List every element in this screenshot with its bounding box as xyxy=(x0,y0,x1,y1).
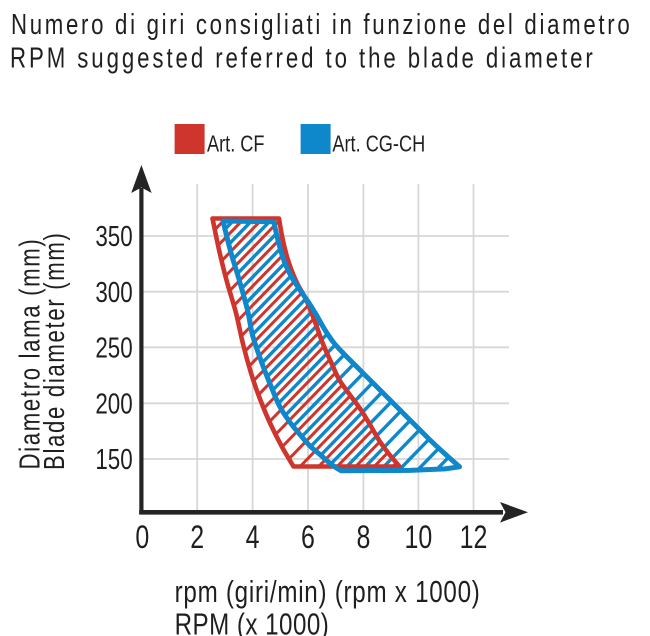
svg-text:350: 350 xyxy=(95,222,132,253)
svg-text:0: 0 xyxy=(135,520,149,556)
svg-text:4: 4 xyxy=(246,520,260,556)
svg-text:Art. CG-CH: Art. CG-CH xyxy=(332,131,425,157)
svg-text:12: 12 xyxy=(460,520,488,556)
svg-text:8: 8 xyxy=(356,520,370,556)
svg-text:2: 2 xyxy=(190,520,204,556)
svg-text:rpm (giri/min) (rpm x 1000): rpm (giri/min) (rpm x 1000) xyxy=(175,574,481,609)
svg-text:10: 10 xyxy=(405,520,433,556)
svg-text:300: 300 xyxy=(95,277,132,308)
svg-text:250: 250 xyxy=(95,333,132,364)
svg-text:Blade diameter (mm): Blade diameter (mm) xyxy=(39,231,70,470)
svg-text:RPM suggested referred to the: RPM suggested referred to the blade diam… xyxy=(10,43,596,74)
svg-text:Art. CF: Art. CF xyxy=(207,131,265,157)
svg-text:RPM (x 1000): RPM (x 1000) xyxy=(175,607,330,636)
svg-text:200: 200 xyxy=(95,389,132,420)
svg-text:Diametro lama (mm): Diametro lama (mm) xyxy=(15,238,46,470)
svg-text:Numero di giri consigliati in: Numero di giri consigliati in funzione d… xyxy=(11,9,632,40)
svg-text:150: 150 xyxy=(95,445,132,476)
svg-text:6: 6 xyxy=(301,520,315,556)
